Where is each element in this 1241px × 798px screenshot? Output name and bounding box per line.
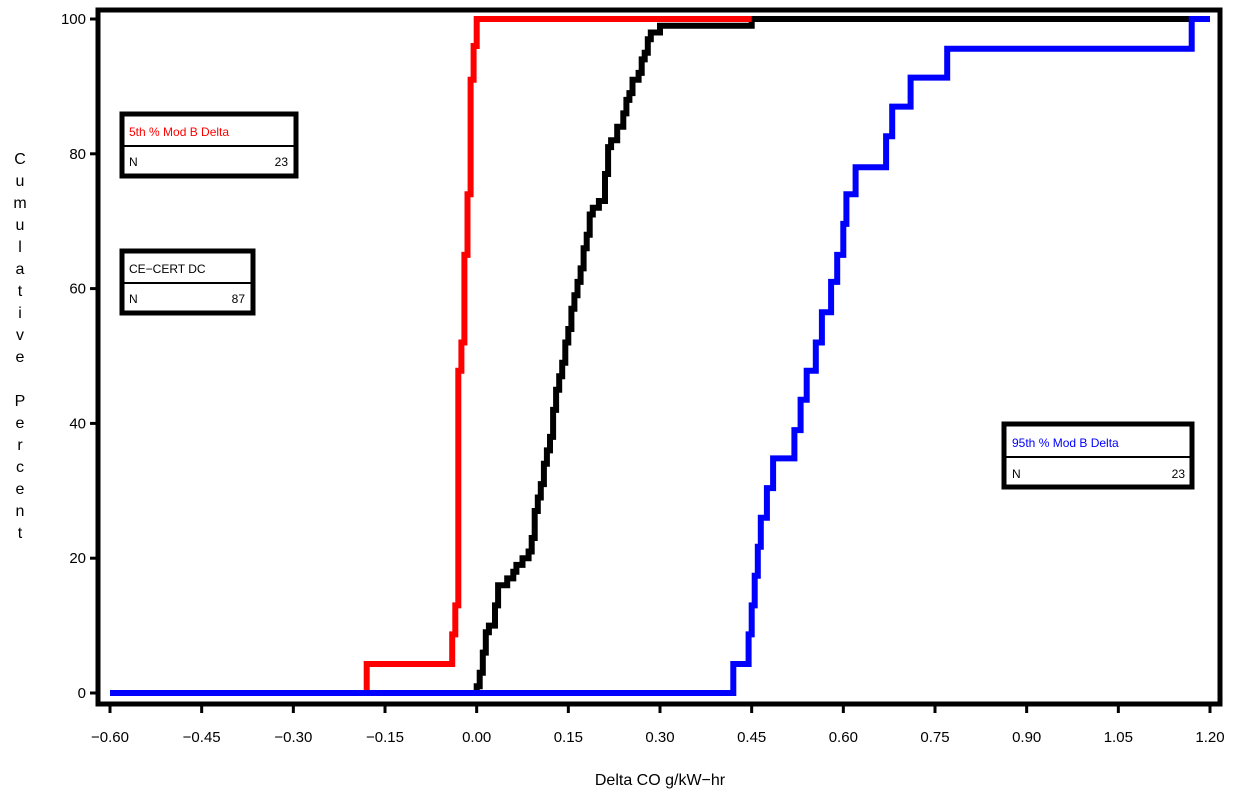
y-axis-title-char: e [16,415,25,432]
y-axis-title-char: c [16,459,24,476]
x-tick-label: −0.30 [274,729,312,746]
series-line-0 [363,16,752,693]
legend-n-value-95th: 23 [1172,467,1186,481]
y-axis-title-char: C [14,151,26,168]
legend-box-5th: 5th % Mod B Delta N 23 [119,111,299,179]
legend-label-5th: 5th % Mod B Delta [129,125,229,139]
y-axis-title-char: u [16,173,25,190]
x-tick-label: 0.30 [645,729,674,746]
y-axis-title-char: u [16,217,25,234]
y-tick-label: 100 [61,11,86,28]
legend-label-95th: 95th % Mod B Delta [1012,436,1119,450]
legend-n-label-95th: N [1012,467,1021,481]
series-layer [110,16,1210,696]
x-tick-label: 0.00 [462,729,491,746]
x-tick-label: −0.45 [183,729,221,746]
y-axis: 0 20 40 60 80 100 [61,11,98,702]
y-axis-title-char: n [16,503,25,520]
y-tick-label: 60 [69,281,86,298]
y-axis-title-char: e [16,349,25,366]
y-axis-title-char: l [18,239,22,256]
y-axis-title-char: a [16,261,25,278]
x-tick-label: 0.75 [920,729,949,746]
y-tick-label: 20 [69,550,86,567]
y-axis-title-char: t [18,525,23,542]
series-line-1 [473,16,1210,693]
y-axis-title-char: m [13,195,26,212]
x-tick-label: 0.90 [1012,729,1041,746]
legend-n-label-cecert: N [129,292,138,306]
y-axis-title-char: e [16,481,25,498]
legend-label-cecert: CE−CERT DC [129,262,206,276]
x-tick-label: 1.20 [1195,729,1224,746]
x-tick-label: −0.15 [366,729,404,746]
y-tick-label: 40 [69,415,86,432]
y-axis-title-char: i [18,305,22,322]
legend-n-label-5th: N [129,155,138,169]
y-axis-title-char: t [18,283,23,300]
x-tick-label: −0.60 [91,729,129,746]
series-line-2 [110,16,1210,696]
x-tick-label: 0.45 [737,729,766,746]
y-tick-label: 80 [69,146,86,163]
legend-box-cecert: CE−CERT DC N 87 [119,248,256,316]
legend-n-value-5th: 23 [275,155,289,169]
legend-n-value-cecert: 87 [232,292,246,306]
x-axis: −0.60 −0.45 −0.30 −0.15 0.00 0.15 0.30 0.45 0.60… [91,704,1225,746]
y-tick-label: 0 [78,685,86,702]
x-tick-label: 0.15 [554,729,583,746]
y-axis-title-char: r [17,437,23,454]
y-axis-title-char: v [16,327,24,344]
x-axis-title: Delta CO g/kW−hr [595,772,726,789]
x-tick-label: 1.05 [1104,729,1133,746]
legend-box-95th: 95th % Mod B Delta N 23 [1001,421,1195,490]
x-tick-label: 0.60 [829,729,858,746]
y-axis-title-char: P [15,393,26,410]
